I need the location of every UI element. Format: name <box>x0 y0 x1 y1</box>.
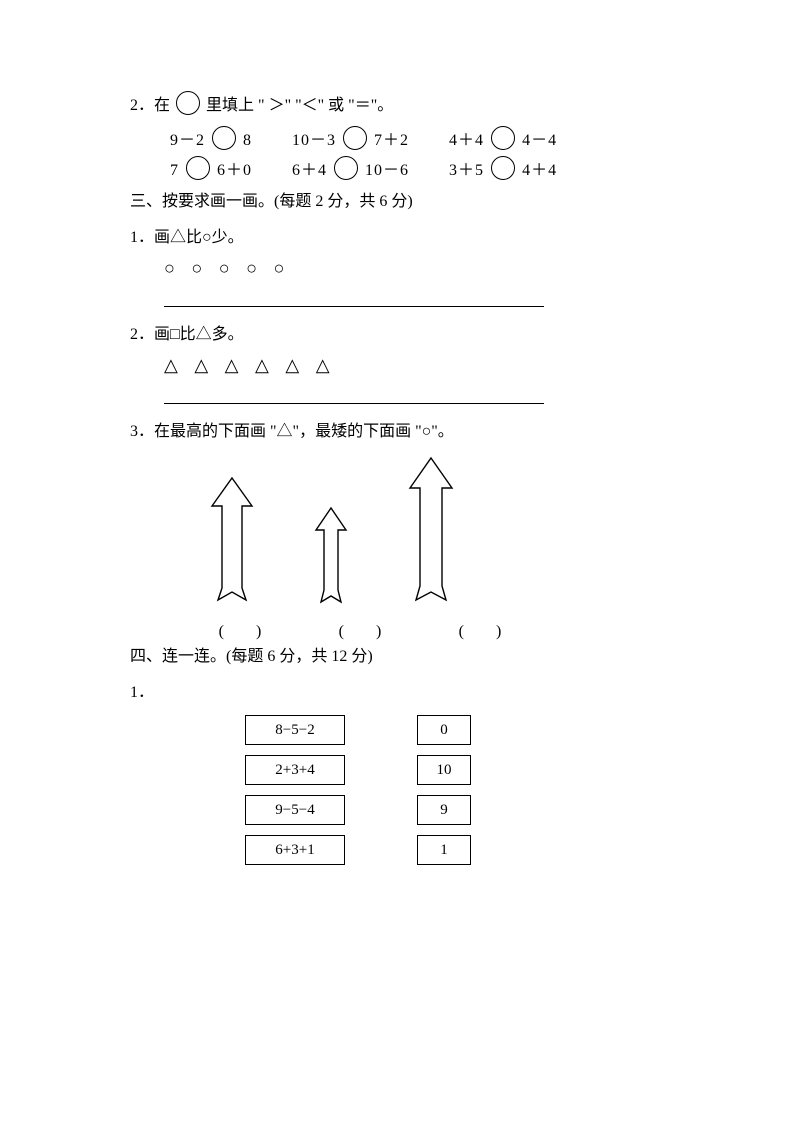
s3-p3-title: 3．在最高的下面画 "△"，最矮的下面画 "○"。 <box>130 416 673 448</box>
answer-box: 0 <box>417 715 471 745</box>
q2-prompt: 2．在 里填上 " ＞" "＜" 或 "＝"。 <box>130 90 673 122</box>
q2-row1: 9－2 8 10－3 7＋2 4＋4 4－4 <box>130 126 673 150</box>
q2-quotes: " ＞" "＜" 或 "＝"。 <box>258 97 393 114</box>
blank-circle-icon <box>491 126 515 150</box>
s3-p1-given: ○ ○ ○ ○ ○ <box>130 258 673 279</box>
q2-r2c3: 3＋5 4＋4 <box>449 156 557 180</box>
s3-p2-given: △ △ △ △ △ △ <box>130 355 673 376</box>
paren-blank: ( ) <box>330 617 390 641</box>
q2-r1c2: 10－3 7＋2 <box>292 126 409 150</box>
q2-r2c1: 7 6＋0 <box>170 156 252 180</box>
arrow-mid-height <box>210 476 254 611</box>
blank-circle-icon <box>212 126 236 150</box>
blank-circle-icon <box>343 126 367 150</box>
paren-blank: ( ) <box>210 617 270 641</box>
expr-box: 9−5−4 <box>245 795 345 825</box>
blank-circle-icon <box>491 156 515 180</box>
s4-heading: 四、连一连。(每题 6 分，共 12 分) <box>130 641 673 673</box>
answer-box: 10 <box>417 755 471 785</box>
arrow-up-icon <box>408 456 454 606</box>
answer-box: 9 <box>417 795 471 825</box>
q2-prefix: 2．在 <box>130 97 170 114</box>
expr-box: 6+3+1 <box>245 835 345 865</box>
blank-circle-icon <box>334 156 358 180</box>
s3-p1-title: 1．画△比○少。 <box>130 222 673 254</box>
match-col-right: 0 10 9 1 <box>417 715 471 865</box>
q2-r1c1: 9－2 8 <box>170 126 252 150</box>
arrow-up-icon <box>314 506 348 606</box>
q2-row2: 7 6＋0 6＋4 10－6 3＋5 4＋4 <box>130 156 673 180</box>
matching-figure: 8−5−2 2+3+4 9−5−4 6+3+1 0 10 9 1 <box>130 715 673 865</box>
expr-box: 8−5−2 <box>245 715 345 745</box>
q2-r2c2: 6＋4 10－6 <box>292 156 409 180</box>
expr-box: 2+3+4 <box>245 755 345 785</box>
answer-blank-line <box>164 402 544 404</box>
s3-p3-parens: ( ) ( ) ( ) <box>130 617 673 641</box>
arrows-figure <box>130 456 673 611</box>
s4-p1-label: 1． <box>130 677 673 709</box>
answer-blank-line <box>164 305 544 307</box>
match-col-left: 8−5−2 2+3+4 9−5−4 6+3+1 <box>245 715 345 865</box>
answer-box: 1 <box>417 835 471 865</box>
arrow-tall <box>408 456 454 611</box>
blank-circle-icon <box>176 91 200 115</box>
paren-blank: ( ) <box>450 617 510 641</box>
s3-p2-title: 2．画□比△多。 <box>130 319 673 351</box>
blank-circle-icon <box>186 156 210 180</box>
s3-heading: 三、按要求画一画。(每题 2 分，共 6 分) <box>130 186 673 218</box>
arrow-up-icon <box>210 476 254 606</box>
q2-r1c3: 4＋4 4－4 <box>449 126 557 150</box>
q2-mid: 里填上 <box>206 97 254 114</box>
arrow-short <box>314 506 348 611</box>
